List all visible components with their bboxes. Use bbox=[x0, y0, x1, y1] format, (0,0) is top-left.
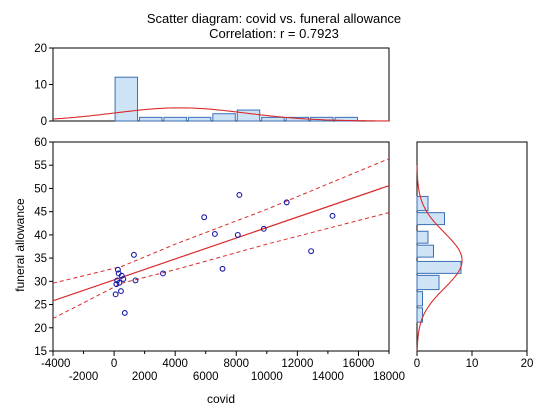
top-histogram-bar bbox=[212, 113, 236, 122]
x-tick-label: -4000 bbox=[41, 358, 70, 370]
top-histogram-bar bbox=[139, 116, 163, 122]
top-histogram-bar bbox=[187, 116, 212, 122]
regression-line bbox=[52, 185, 390, 302]
y-tick-label: 60 bbox=[34, 137, 47, 149]
right-histogram-panel: 0 10 20 bbox=[414, 141, 534, 370]
x-tick-label: 4000 bbox=[162, 358, 188, 370]
right-histogram-bar bbox=[416, 260, 462, 274]
right-histogram-bar bbox=[416, 244, 434, 258]
data-point bbox=[260, 225, 267, 232]
y-tick-label: 50 bbox=[34, 183, 47, 195]
confidence-band-upper bbox=[52, 158, 390, 284]
top-hist-y-tick-label: 20 bbox=[34, 43, 47, 55]
x-tick-label: 2000 bbox=[132, 371, 158, 383]
right-hist-x-tick-label: 20 bbox=[521, 358, 534, 370]
right-histogram-bar bbox=[416, 307, 423, 323]
data-point bbox=[120, 276, 127, 282]
confidence-band-lower bbox=[52, 212, 390, 319]
data-point bbox=[130, 251, 137, 258]
y-tick-label: 30 bbox=[34, 276, 47, 288]
right-histogram-bar bbox=[416, 274, 440, 291]
top-histogram-bar bbox=[261, 116, 285, 122]
x-tick-label: 0 bbox=[111, 358, 117, 370]
top-histogram-panel: 0 10 20 bbox=[34, 43, 390, 128]
y-tick-label: 55 bbox=[34, 160, 47, 172]
chart-title: Scatter diagram: covid vs. funeral allow… bbox=[147, 11, 401, 26]
x-tick-label: 14000 bbox=[312, 371, 344, 383]
right-histogram-bar bbox=[416, 212, 445, 226]
top-normal-curve bbox=[52, 107, 389, 122]
right-hist-x-tick-label: 0 bbox=[414, 358, 420, 370]
data-point bbox=[234, 231, 241, 238]
right-hist-x-tick-label: 10 bbox=[466, 358, 479, 370]
data-point bbox=[116, 279, 123, 286]
data-point bbox=[283, 199, 290, 206]
data-point bbox=[160, 270, 166, 277]
x-tick-label: 18000 bbox=[373, 371, 405, 383]
top-histogram-bar bbox=[114, 76, 139, 122]
x-axis-label: covid bbox=[207, 392, 235, 406]
right-histogram-bar bbox=[416, 291, 423, 307]
scatter-plot-frame bbox=[52, 141, 390, 352]
data-point bbox=[201, 214, 208, 221]
x-tick-label: 12000 bbox=[281, 358, 313, 370]
y-tick-label: 45 bbox=[34, 207, 47, 219]
data-point bbox=[121, 309, 128, 316]
data-point bbox=[132, 277, 139, 284]
y-tick-label: 35 bbox=[34, 253, 47, 265]
x-tick-label: 6000 bbox=[193, 371, 219, 383]
top-hist-y-tick-label: 10 bbox=[34, 80, 47, 92]
data-point bbox=[113, 281, 120, 288]
x-tick-label: -2000 bbox=[69, 371, 98, 383]
data-point bbox=[211, 231, 218, 237]
y-tick-label: 15 bbox=[34, 346, 47, 358]
y-axis-label: funeral allowance bbox=[13, 198, 27, 292]
data-point bbox=[118, 272, 125, 279]
chart-subtitle: Correlation: r = 0.7923 bbox=[209, 26, 339, 41]
x-tick-label: 16000 bbox=[342, 358, 374, 370]
right-histogram-bar bbox=[416, 230, 429, 244]
data-point bbox=[236, 191, 243, 198]
top-histogram-bar bbox=[163, 116, 187, 122]
top-hist-y-tick-label: 0 bbox=[41, 116, 47, 128]
y-tick-label: 40 bbox=[34, 230, 47, 242]
data-point bbox=[114, 266, 121, 273]
y-tick-label: 25 bbox=[34, 300, 47, 312]
data-point bbox=[112, 291, 119, 298]
data-point bbox=[308, 248, 315, 255]
right-normal-curve bbox=[416, 165, 463, 352]
x-tick-label: 8000 bbox=[223, 358, 249, 370]
y-tick-label: 20 bbox=[34, 323, 47, 335]
data-point bbox=[329, 212, 336, 219]
x-tick-label: 10000 bbox=[251, 371, 283, 383]
data-point bbox=[219, 265, 226, 272]
data-point bbox=[118, 288, 124, 295]
top-histogram-bar bbox=[236, 109, 261, 122]
